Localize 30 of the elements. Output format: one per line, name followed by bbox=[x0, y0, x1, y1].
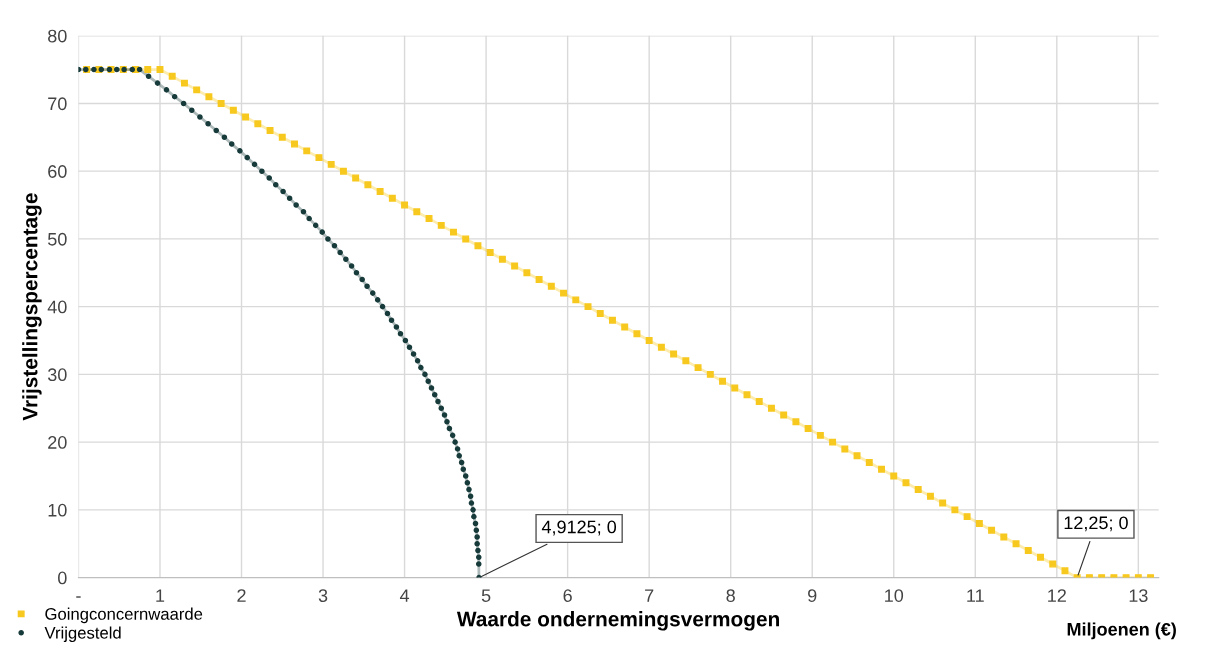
y-tick-label: 60 bbox=[48, 165, 67, 178]
y-tick-label: 70 bbox=[48, 97, 67, 111]
x-tick-label: 11 bbox=[967, 589, 984, 602]
x-tick-label: 12 bbox=[1048, 589, 1066, 602]
y-tick-label: 50 bbox=[47, 232, 67, 246]
y-tick-label: 80 bbox=[48, 29, 67, 43]
x-tick-label: 7 bbox=[645, 589, 654, 602]
x-axis-title: Waarde ondernemingsvermogen bbox=[456, 611, 779, 631]
y-tick-label: 0 bbox=[58, 571, 67, 585]
annotation: 4,9125; 0 bbox=[541, 520, 617, 536]
y-tick-label: 30 bbox=[47, 368, 67, 382]
x-tick-label: 9 bbox=[808, 589, 817, 602]
x-tick-label: - bbox=[76, 596, 81, 598]
x-tick-label: 6 bbox=[563, 589, 572, 602]
y-tick-label: 40 bbox=[47, 300, 67, 314]
y-tick-label: 10 bbox=[48, 503, 67, 517]
x-tick-label: 2 bbox=[237, 589, 246, 602]
legend-label: Vrijgesteld bbox=[44, 626, 121, 643]
x-tick-label: 13 bbox=[1129, 589, 1148, 602]
text: Miljoenen (€) bbox=[1067, 622, 1176, 640]
annotation: 12,25; 0 bbox=[1064, 516, 1128, 532]
y-axis-title: Vrijstellingspercentage bbox=[22, 193, 42, 421]
x-tick-label: 1 bbox=[156, 589, 165, 602]
x-tick-label: 5 bbox=[481, 589, 491, 602]
x-tick-label: 3 bbox=[318, 589, 328, 602]
y-tick-label: 20 bbox=[48, 436, 67, 449]
x-tick-label: 4 bbox=[399, 589, 410, 602]
x-tick-label: 8 bbox=[726, 589, 735, 602]
x-tick-label: 10 bbox=[885, 589, 904, 602]
legend-label: Goingconcernwaarde bbox=[45, 607, 203, 624]
